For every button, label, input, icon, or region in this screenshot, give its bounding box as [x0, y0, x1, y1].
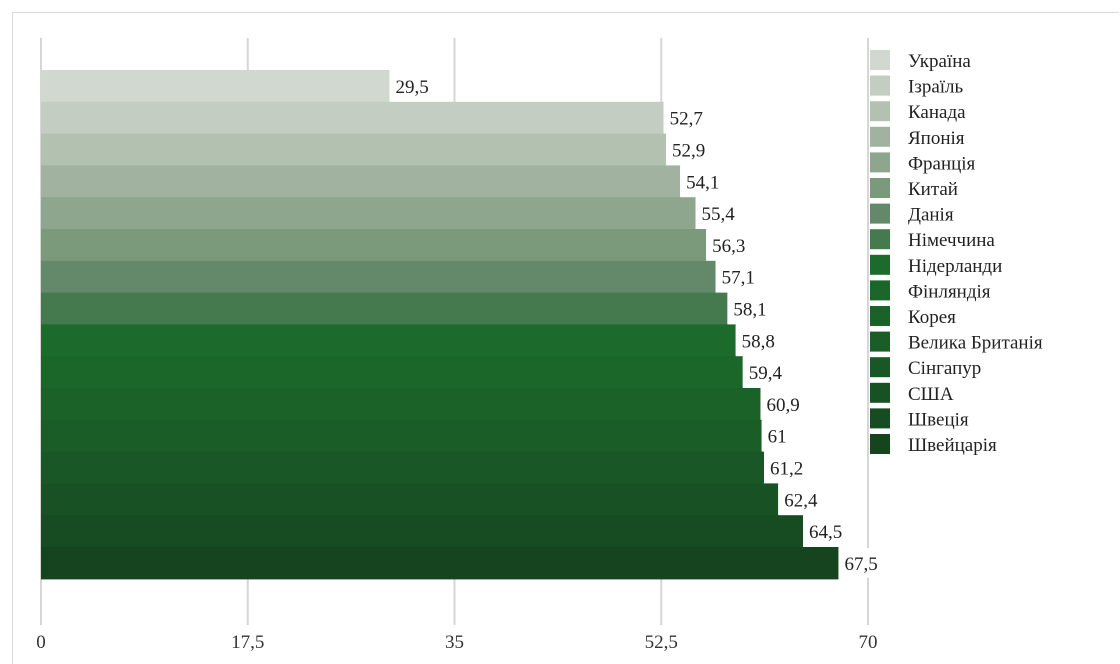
- bar-value-label: 56,3: [712, 236, 745, 257]
- legend-swatch: [870, 152, 890, 173]
- bar-label-background: [715, 261, 764, 292]
- bar: [41, 515, 804, 548]
- bar: [41, 483, 779, 516]
- bar-value-label: 57,1: [722, 268, 755, 289]
- legend: Україна Ізраїль Канада Японія Франція Китай Да…: [870, 50, 1043, 456]
- x-tick-label: 0: [36, 632, 46, 652]
- legend-swatch: [870, 254, 890, 275]
- bar: [41, 324, 736, 357]
- bar-value-label: 67,5: [844, 554, 877, 575]
- legend-label: Японія: [908, 128, 965, 149]
- bar-value-label: 64,5: [809, 522, 842, 543]
- bar-label-background: [663, 102, 713, 133]
- bar: [41, 451, 765, 484]
- bar-value-label: 62,4: [784, 490, 818, 511]
- bar-label-background: [680, 166, 729, 197]
- legend-label: Фінляндія: [908, 281, 991, 302]
- legend-label: Корея: [908, 307, 956, 328]
- chart-frame: [12, 12, 1119, 664]
- legend-label: Канада: [908, 102, 966, 123]
- bar: [41, 197, 696, 230]
- legend-swatch: [870, 126, 890, 147]
- bar-value-label: 29,5: [396, 77, 429, 98]
- legend-label: Данія: [908, 205, 954, 226]
- bar: [41, 388, 761, 421]
- legend-label: Швейцарія: [908, 435, 997, 456]
- x-tick-label: 17,5: [231, 632, 264, 652]
- legend-label: Нідерланди: [908, 256, 1002, 277]
- bar-value-label: 58,1: [733, 300, 766, 321]
- legend-swatch: [870, 280, 890, 301]
- bar: [41, 165, 681, 198]
- legend-label: Велика Британія: [908, 333, 1043, 354]
- legend-swatch: [870, 306, 890, 326]
- bar-label-background: [389, 71, 438, 101]
- bar-label-background: [706, 230, 755, 260]
- bar-label-background: [735, 325, 785, 356]
- bar-value-label: 55,4: [702, 204, 736, 225]
- bar-label-background: [665, 134, 715, 165]
- legend-swatch: [870, 408, 890, 429]
- legend-swatch: [870, 331, 890, 352]
- bar-value-label: 52,7: [670, 109, 703, 130]
- legend-swatch: [870, 357, 890, 378]
- x-tick-label: 52,5: [645, 632, 678, 652]
- bar-value-label: 61,2: [770, 459, 803, 480]
- x-tick-label: 35: [445, 632, 464, 652]
- bar-value-labels: 29,5 52,7 52,9 54,1 55,4 56,3 57,1 58,1 58,8 59,4…: [389, 71, 887, 578]
- legend-label: Німеччина: [908, 230, 995, 251]
- legend-swatch: [870, 75, 890, 96]
- legend-swatch: [870, 229, 890, 250]
- legend-label: Китай: [908, 179, 958, 200]
- legend-label: США: [908, 384, 954, 405]
- bar-label-background: [838, 548, 887, 578]
- bar-value-label: 58,8: [742, 331, 775, 352]
- bar-label-background: [778, 484, 827, 515]
- bar-label-background: [727, 293, 776, 324]
- bar-value-label: 60,9: [766, 395, 799, 416]
- bars: [41, 70, 839, 580]
- bar: [41, 419, 762, 453]
- legend-label: Ізраїль: [908, 77, 964, 98]
- bar-label-background: [742, 357, 792, 387]
- bar-label-background: [764, 452, 813, 483]
- bar-value-label: 52,9: [672, 141, 705, 162]
- bar: [41, 547, 839, 580]
- bar: [41, 133, 666, 166]
- legend-label: Сінгапур: [908, 358, 981, 379]
- legend-label: Україна: [908, 51, 971, 72]
- x-axis-ticks: 0 17,5 35 52,5 70: [36, 632, 877, 652]
- bar: [41, 356, 743, 389]
- bar-label-background: [760, 389, 809, 419]
- x-tick-label: 70: [859, 632, 878, 652]
- legend-swatch: [870, 178, 890, 198]
- bar: [41, 101, 664, 135]
- bar: [41, 260, 716, 294]
- bar-label-background: [803, 516, 852, 546]
- bar-label-background: [695, 198, 744, 228]
- bar-value-label: 54,1: [686, 172, 719, 193]
- legend-swatch: [870, 50, 890, 70]
- legend-swatch: [870, 382, 890, 403]
- legend-swatch: [870, 434, 890, 454]
- bar-value-label: 59,4: [749, 363, 783, 384]
- legend-label: Франція: [908, 153, 976, 174]
- bar: [41, 229, 707, 262]
- legend-swatch: [870, 203, 890, 224]
- bar-value-label: 61: [768, 427, 787, 448]
- bar: [41, 70, 390, 103]
- legend-swatch: [870, 101, 890, 122]
- bar-label-background: [761, 420, 791, 451]
- bar: [41, 292, 728, 325]
- legend-label: Швеція: [908, 409, 969, 430]
